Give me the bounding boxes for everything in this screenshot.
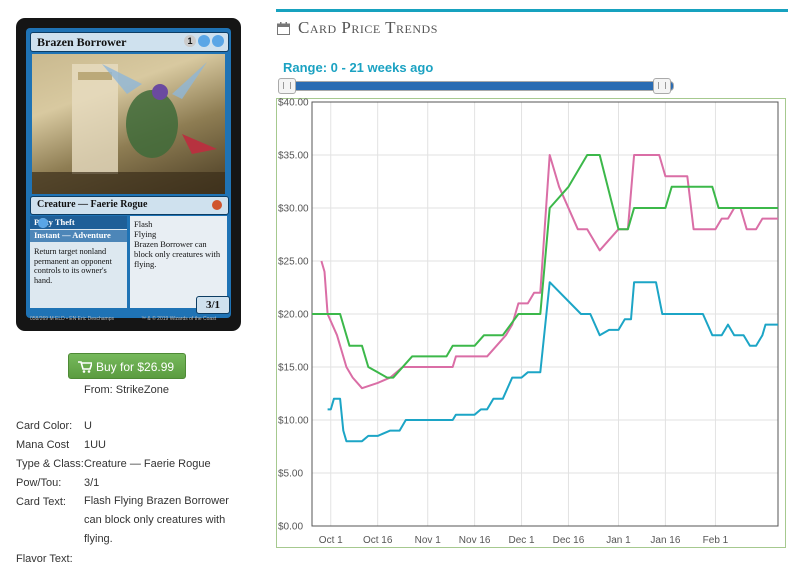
info-value: 3/1 <box>84 477 100 489</box>
card-image: Brazen Borrower 1 Creature — Faerie Rogu… <box>16 18 241 331</box>
type-line: Creature — Faerie Rogue <box>37 199 148 210</box>
card-collector-info: 058/269 M ELD • EN Eric Deschamps <box>30 316 115 322</box>
info-value: U <box>84 420 92 432</box>
vendor-label: From: StrikeZone <box>84 384 169 396</box>
rules-text-box: Flash Flying Brazen Borrower can block o… <box>130 216 227 308</box>
mana-blue-icon <box>198 35 210 47</box>
card-frame: Brazen Borrower 1 Creature — Faerie Rogu… <box>26 28 231 318</box>
mana-cost: 1 <box>184 35 224 47</box>
series-line-3 <box>327 281 778 443</box>
y-tick-label: $10.00 <box>278 416 309 427</box>
range-slider-handle-end[interactable] <box>653 78 671 94</box>
buy-button-label: Buy for $26.99 <box>96 360 175 374</box>
info-key: Flavor Text: <box>16 553 73 565</box>
adventure-name-bar: Petty Theft 1 <box>30 216 127 229</box>
y-tick-label: $40.00 <box>278 98 309 109</box>
adventure-text: Return target nonland permanent an oppon… <box>34 247 112 285</box>
x-tick-label: Oct 1 <box>319 535 343 546</box>
x-tick-label: Jan 16 <box>650 535 680 546</box>
card-name-bar: Brazen Borrower 1 <box>30 32 229 52</box>
cart-icon <box>78 361 94 376</box>
price-chart: $0.00 $5.00 $10.00 $15.00 $20.00 $25.00 $30.00… <box>278 98 779 546</box>
rules-line: Brazen Borrower can block only creatures… <box>134 239 221 269</box>
y-tick-label: $25.00 <box>278 257 309 268</box>
x-tick-label: Dec 16 <box>553 535 585 546</box>
info-value: Flash Flying Brazen Borrower can block o… <box>84 495 229 545</box>
x-tick-label: Jan 1 <box>606 535 631 546</box>
info-value: Creature — Faerie Rogue <box>84 458 211 470</box>
y-tick-label: $5.00 <box>278 469 303 480</box>
info-value: 1UU <box>84 439 107 451</box>
adventure-type: Instant — Adventure <box>34 230 111 240</box>
x-tick-label: Dec 1 <box>508 535 535 546</box>
type-line-bar: Creature — Faerie Rogue <box>30 196 229 215</box>
buy-button[interactable]: Buy for $26.99 <box>68 353 186 379</box>
y-tick-label: $35.00 <box>278 151 309 162</box>
y-tick-label: $0.00 <box>278 522 303 533</box>
card-name: Brazen Borrower <box>37 35 127 49</box>
panel-top-rule <box>276 9 788 12</box>
card-copyright: ™ & © 2019 Wizards of the Coast <box>141 316 217 322</box>
series-line-1 <box>320 154 778 390</box>
range-label: Range: 0 - 21 weeks ago <box>283 60 434 75</box>
adventure-name: Petty Theft <box>34 217 75 227</box>
mana-generic-icon: 1 <box>184 35 196 47</box>
series-line-2 <box>312 154 778 379</box>
mana-blue-icon <box>38 218 48 228</box>
rules-line: Flash <box>134 219 153 229</box>
info-key: Pow/Tou: <box>16 477 62 489</box>
y-tick-label: $15.00 <box>278 363 309 374</box>
info-key: Type & Class: <box>16 458 84 470</box>
rules-text: Flash Flying Brazen Borrower can block o… <box>134 219 224 269</box>
range-slider-track[interactable] <box>284 81 674 91</box>
info-key: Mana Cost <box>16 439 70 451</box>
mana-blue-icon <box>212 35 224 47</box>
x-tick-label: Oct 16 <box>363 535 393 546</box>
x-tick-label: Feb 1 <box>703 535 729 546</box>
x-tick-label: Nov 1 <box>415 535 442 546</box>
y-tick-label: $20.00 <box>278 310 309 321</box>
calendar-icon <box>277 22 290 40</box>
y-tick-label: $30.00 <box>278 204 309 215</box>
rules-line: Flying <box>134 229 157 239</box>
card-art-illustration <box>32 62 225 194</box>
adventure-panel: Petty Theft 1 Instant — Adventure Return… <box>30 216 127 308</box>
info-key: Card Color: <box>16 420 73 432</box>
set-symbol-icon <box>212 200 222 210</box>
power-toughness-box: 3/1 <box>196 296 230 314</box>
panel-title: Card Price Trends <box>298 18 438 37</box>
info-key: Card Text: <box>16 496 66 508</box>
card-art <box>32 54 225 194</box>
x-tick-label: Nov 16 <box>459 535 491 546</box>
adventure-type-bar: Instant — Adventure <box>30 230 127 242</box>
range-slider-handle-start[interactable] <box>278 78 296 94</box>
